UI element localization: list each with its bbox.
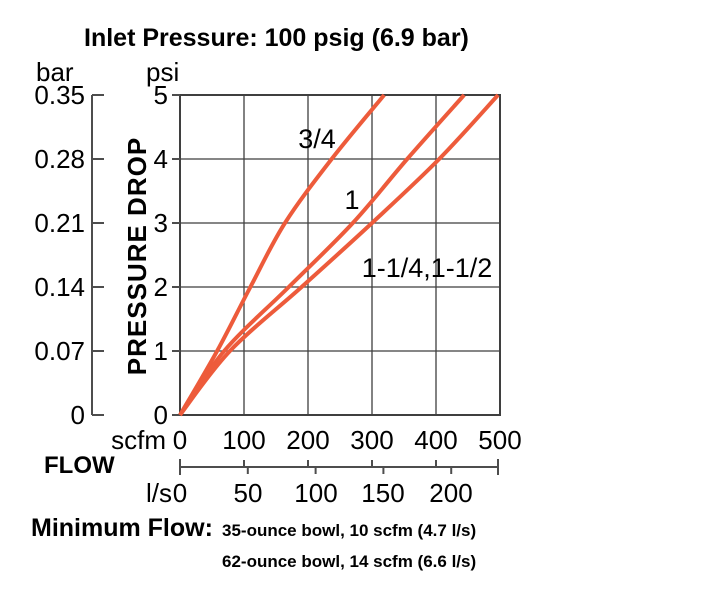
- chart-title: Inlet Pressure: 100 psig (6.9 bar): [84, 24, 469, 52]
- ls-unit-label: l/s: [146, 478, 172, 508]
- bar-tick-label: 0: [70, 400, 85, 430]
- scfm-tick-label: 400: [414, 425, 458, 455]
- scfm-tick-label: 0: [172, 425, 188, 455]
- scfm-unit-label: scfm: [111, 425, 166, 455]
- ls-tick-label: 100: [294, 478, 338, 508]
- bar-unit-label: bar: [36, 57, 74, 87]
- plot-border: [179, 94, 501, 416]
- ls-tick-label: 0: [172, 478, 188, 508]
- psi-tick-label: 2: [153, 272, 168, 302]
- curve-label-1-14-1-12: 1-1/4,1-1/2: [361, 253, 493, 283]
- curve-1-1-4-1-1-2: [178, 93, 500, 417]
- bar-tick-label: 0.07: [34, 336, 85, 366]
- ls-tick-label: 150: [361, 478, 405, 508]
- bar-tick-label: 0.21: [34, 208, 85, 238]
- bar-tick-label: 0.14: [34, 272, 85, 302]
- y-axis-label: PRESSURE DROP: [122, 136, 152, 376]
- curve-label-1: 1: [344, 185, 360, 215]
- min-flow-line-1: 35-ounce bowl, 10 scfm (4.7 l/s): [222, 521, 477, 540]
- ls-tick-label: 200: [429, 478, 473, 508]
- psi-tick-label: 5: [153, 80, 168, 110]
- x-axis-label: FLOW: [44, 452, 115, 479]
- psi-tick-label: 3: [153, 208, 168, 238]
- scfm-tick-label: 300: [350, 425, 394, 455]
- curve-label-3-4: 3/4: [298, 124, 336, 154]
- min-flow-label: Minimum Flow:: [31, 514, 213, 542]
- scfm-tick-label: 500: [478, 425, 522, 455]
- scfm-tick-label: 100: [222, 425, 266, 455]
- psi-tick-label: 1: [153, 336, 168, 366]
- bar-tick-label: 0.28: [34, 144, 85, 174]
- psi-tick-label: 4: [153, 144, 168, 174]
- psi-tick-label: 0: [153, 400, 168, 430]
- scfm-tick-label: 200: [286, 425, 330, 455]
- curve-1: [178, 93, 466, 417]
- min-flow-line-2: 62-ounce bowl, 14 scfm (6.6 l/s): [222, 552, 477, 571]
- ls-tick-label: 50: [233, 478, 263, 508]
- psi-unit-label: psi: [146, 57, 180, 87]
- curve-3-4: [178, 93, 386, 417]
- bar-tick-label: 0.35: [34, 80, 85, 110]
